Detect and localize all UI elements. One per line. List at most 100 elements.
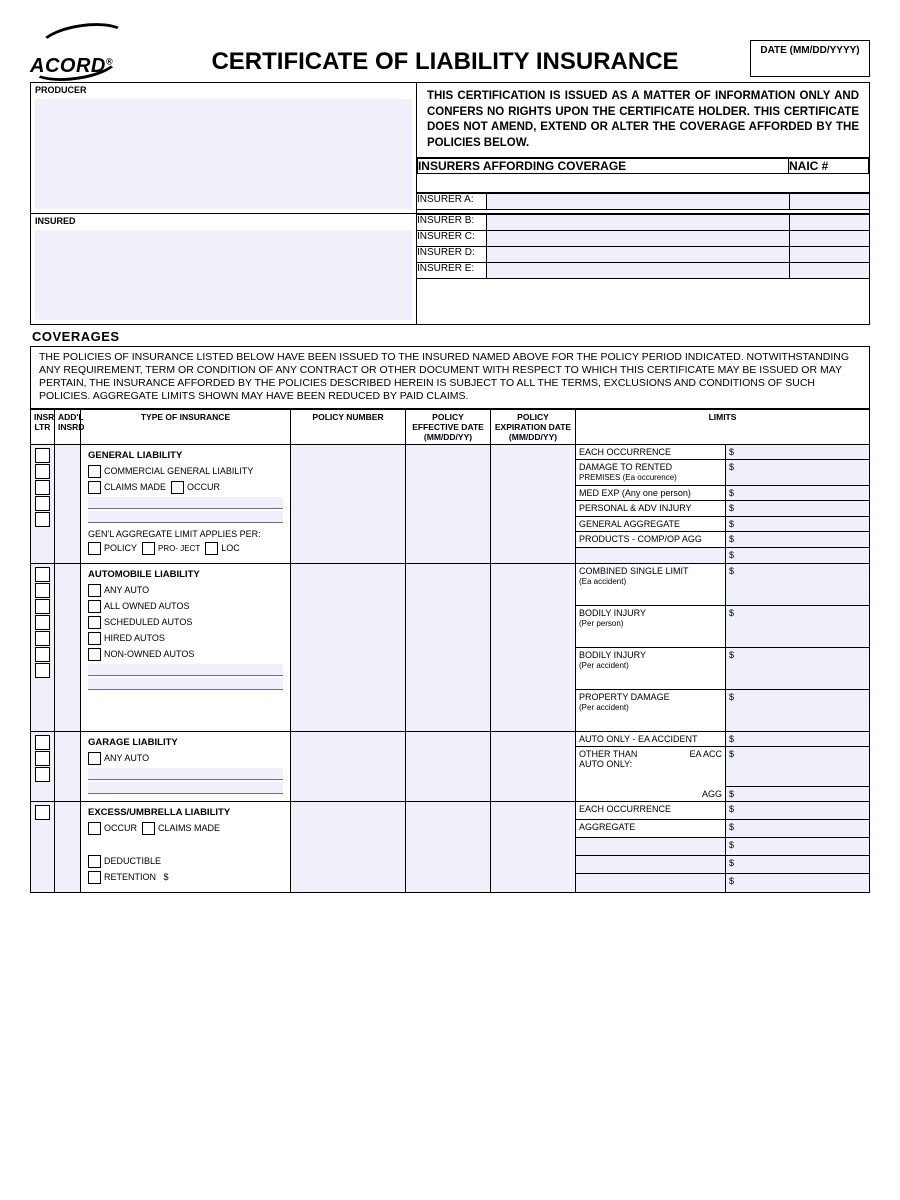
gl-limit-6[interactable] <box>576 547 726 563</box>
chk-any-auto[interactable] <box>88 584 101 597</box>
naic-c-input[interactable] <box>789 231 869 247</box>
gl-blank-1[interactable] <box>88 497 283 509</box>
insured-input[interactable] <box>35 230 412 320</box>
garage-amt-0[interactable]: $ <box>726 731 870 746</box>
auto-policy-input[interactable] <box>291 563 406 731</box>
gl-limit-1: DAMAGE TO RENTED <box>579 462 672 472</box>
naic-b-input[interactable] <box>789 215 869 231</box>
chk-occur[interactable] <box>171 481 184 494</box>
auto-limit-1s: (Per person) <box>579 619 623 628</box>
gl-eff-input[interactable] <box>406 444 491 563</box>
auto-ltr[interactable] <box>31 563 55 731</box>
auto-exp-input[interactable] <box>491 563 576 731</box>
chk-all-owned[interactable] <box>88 600 101 613</box>
auto-amt-2[interactable]: $ <box>726 647 870 689</box>
gl-amt-4[interactable]: $ <box>726 516 870 532</box>
gl-amt-5[interactable]: $ <box>726 532 870 548</box>
lbl-agg-applies: GEN'L AGGREGATE LIMIT APPLIES PER: <box>88 529 283 539</box>
lbl-scheduled: SCHEDULED AUTOS <box>104 616 192 626</box>
excess-amt-1[interactable]: $ <box>726 819 870 837</box>
chk-excess-occur[interactable] <box>88 822 101 835</box>
chk-non-owned[interactable] <box>88 648 101 661</box>
gl-addl-input[interactable] <box>55 444 81 563</box>
insurer-d-input[interactable] <box>487 247 789 263</box>
lbl-excess-occur: OCCUR <box>104 822 137 832</box>
garage-amt-1[interactable]: $ <box>726 746 870 786</box>
gl-amt-2[interactable]: $ <box>726 485 870 501</box>
garage-auto-only: AUTO ONLY - EA ACCIDENT <box>576 731 726 746</box>
naic-e-input[interactable] <box>789 263 869 279</box>
date-box[interactable]: DATE (MM/DD/YYYY) <box>750 40 870 77</box>
garage-addl[interactable] <box>55 731 81 801</box>
gl-ltr-4[interactable] <box>35 496 50 511</box>
gl-amt-3[interactable]: $ <box>726 501 870 517</box>
gl-ltr-1[interactable] <box>35 448 50 463</box>
producer-input[interactable] <box>35 99 412 209</box>
chk-excess-claims[interactable] <box>142 822 155 835</box>
gl-ltr-2[interactable] <box>35 464 50 479</box>
lbl-garage-any-auto: ANY AUTO <box>104 752 149 762</box>
gl-ltr-5[interactable] <box>35 512 50 527</box>
chk-garage-any-auto[interactable] <box>88 752 101 765</box>
insurer-a-input[interactable] <box>487 193 789 209</box>
garage-blank-2[interactable] <box>88 782 283 794</box>
auto-blank-1[interactable] <box>88 664 283 676</box>
gl-limit-3: PERSONAL & ADV INJURY <box>576 501 726 517</box>
garage-blank-1[interactable] <box>88 768 283 780</box>
chk-project[interactable] <box>142 542 155 555</box>
excess-amt-4[interactable]: $ <box>726 874 870 892</box>
gl-exp-input[interactable] <box>491 444 576 563</box>
insurer-e-input[interactable] <box>487 263 789 279</box>
auto-amt-0[interactable]: $ <box>726 563 870 605</box>
garage-policy-input[interactable] <box>291 731 406 801</box>
gl-amt-1[interactable]: $ <box>726 460 870 486</box>
gl-ltr-input[interactable] <box>31 444 55 563</box>
insurer-b-input[interactable] <box>487 215 789 231</box>
lbl-policy: POLICY <box>104 542 137 552</box>
excess-amt-2[interactable]: $ <box>726 837 870 855</box>
garage-amt-2[interactable]: $ <box>726 786 870 801</box>
gl-limit-2: MED EXP (Any one person) <box>576 485 726 501</box>
chk-hired[interactable] <box>88 632 101 645</box>
excess-amt-3[interactable]: $ <box>726 856 870 874</box>
gl-blank-2[interactable] <box>88 511 283 523</box>
insurer-c-input[interactable] <box>487 231 789 247</box>
gl-amt-0[interactable]: $ <box>726 444 870 460</box>
chk-policy[interactable] <box>88 542 101 555</box>
auto-limit-2s: (Per accident) <box>579 661 629 670</box>
chk-retention[interactable] <box>88 871 101 884</box>
gl-amt-6[interactable]: $ <box>726 547 870 563</box>
auto-amt-3[interactable]: $ <box>726 689 870 731</box>
gl-limit-1s: PREMISES (Ea occurence) <box>579 473 677 482</box>
excess-eff-input[interactable] <box>406 801 491 892</box>
naic-a-input[interactable] <box>789 193 869 209</box>
chk-cgl[interactable] <box>88 465 101 478</box>
excess-limit-4[interactable] <box>576 874 726 892</box>
registered-mark: ® <box>106 56 113 66</box>
gl-policy-input[interactable] <box>291 444 406 563</box>
excess-addl[interactable] <box>55 801 81 892</box>
excess-exp-input[interactable] <box>491 801 576 892</box>
chk-claims-made[interactable] <box>88 481 101 494</box>
chk-scheduled[interactable] <box>88 616 101 629</box>
chk-deductible[interactable] <box>88 855 101 868</box>
auto-amt-1[interactable]: $ <box>726 605 870 647</box>
excess-limit-3[interactable] <box>576 856 726 874</box>
excess-limit-2[interactable] <box>576 837 726 855</box>
lbl-claims-made: CLAIMS MADE <box>104 481 166 491</box>
garage-eff-input[interactable] <box>406 731 491 801</box>
excess-policy-input[interactable] <box>291 801 406 892</box>
auto-blank-2[interactable] <box>88 678 283 690</box>
insurer-b-label: INSURER B: <box>417 215 487 231</box>
excess-amt-0[interactable]: $ <box>726 801 870 819</box>
auto-addl[interactable] <box>55 563 81 731</box>
auto-eff-input[interactable] <box>406 563 491 731</box>
gl-ltr-3[interactable] <box>35 480 50 495</box>
auto-limit-0s: (Ea accident) <box>579 577 626 586</box>
excess-ltr[interactable] <box>31 801 55 892</box>
chk-loc[interactable] <box>205 542 218 555</box>
col-limits: LIMITS <box>576 409 870 444</box>
naic-d-input[interactable] <box>789 247 869 263</box>
garage-ltr[interactable] <box>31 731 55 801</box>
garage-exp-input[interactable] <box>491 731 576 801</box>
